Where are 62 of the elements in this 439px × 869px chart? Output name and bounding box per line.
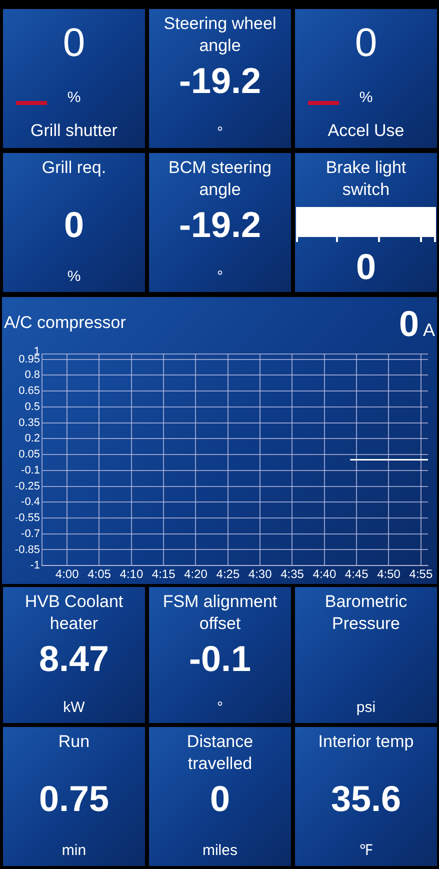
- x-tick-label: 4:30: [248, 567, 272, 582]
- text: miles: [201, 842, 238, 860]
- x-tick-label: 4:00: [55, 567, 80, 582]
- y-tick-label: -0.1: [21, 464, 40, 476]
- text: Grill shutter: [30, 120, 118, 142]
- text: FSM alignment offset: [162, 591, 278, 635]
- y-tick-label: -1: [30, 560, 40, 572]
- text: 0: [354, 21, 378, 65]
- text: %: [358, 89, 374, 107]
- y-tick-label: 0.5: [24, 400, 40, 413]
- text: Brake light switch: [324, 157, 408, 201]
- text: 0: [354, 246, 378, 287]
- x-tick-label: 4:15: [152, 567, 176, 582]
- x-tick-label: 4:50: [377, 567, 401, 582]
- y-tick-label: -0.4: [21, 496, 40, 508]
- chart-title: A/C compressor: [4, 313, 126, 333]
- text: BCM steering angle: [168, 157, 272, 201]
- text: 35.6: [330, 778, 402, 819]
- text: kW: [62, 699, 86, 717]
- text: min: [60, 842, 88, 860]
- x-tick-label: 4:45: [344, 567, 369, 582]
- text: Steering wheel angle: [162, 13, 278, 57]
- text: 0.75: [38, 778, 110, 819]
- x-tick-label: 4:10: [120, 567, 144, 582]
- text: psi: [355, 699, 377, 717]
- text: Distance travelled: [186, 731, 254, 775]
- x-tick-label: 4:55: [409, 567, 433, 582]
- text: 0: [62, 204, 86, 245]
- x-tick-label: 4:05: [88, 567, 112, 582]
- text: 0: [62, 21, 86, 65]
- text: °: [216, 268, 224, 286]
- x-tick-label: 4:35: [280, 567, 304, 582]
- text: Grill req.: [40, 157, 108, 179]
- y-tick-label: -0.25: [14, 480, 40, 492]
- y-tick-label: 0.65: [18, 385, 40, 398]
- y-tick-label: -0.7: [21, 528, 40, 540]
- text: °: [216, 124, 224, 142]
- text: 8.47: [38, 638, 110, 679]
- text: HVB Coolant heater: [24, 591, 124, 635]
- text: A: [422, 320, 435, 340]
- text: ℉: [358, 842, 374, 860]
- y-tick-label: -0.55: [14, 512, 40, 524]
- text: Interior temp: [317, 731, 415, 753]
- x-tick-label: 4:40: [312, 567, 336, 582]
- y-tick-label: 0.8: [24, 369, 40, 382]
- text: 0: [398, 303, 419, 344]
- y-tick-label: 0.2: [24, 432, 40, 445]
- text: -0.1: [188, 638, 252, 679]
- x-tick-label: 4:20: [184, 567, 208, 582]
- text: Barometric Pressure: [324, 591, 408, 635]
- text: Run: [57, 731, 91, 753]
- y-tick-label: 0.05: [18, 448, 40, 461]
- text: 0: [208, 778, 232, 819]
- y-tick-label: 0.35: [18, 416, 40, 429]
- text: %: [66, 268, 82, 286]
- text: Accel Use: [326, 120, 406, 142]
- text: -19.2: [178, 204, 262, 245]
- text: °: [216, 699, 224, 717]
- y-tick-label: -0.85: [14, 544, 40, 556]
- text: -19.2: [178, 60, 262, 101]
- text: %: [66, 89, 82, 107]
- x-tick-label: 4:25: [216, 567, 240, 582]
